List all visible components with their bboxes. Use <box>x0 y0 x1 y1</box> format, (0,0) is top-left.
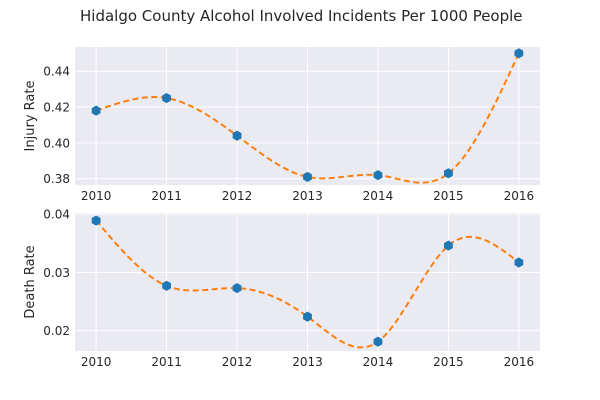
data-point <box>514 48 524 59</box>
death-rate-panel: 2010 2011 2012 2013 2014 2015 2016 0.02 0.03 0.04… <box>23 208 540 369</box>
x-tick-label: 2010 <box>81 355 112 369</box>
injury-rate-panel: 2010 2011 2012 2013 2014 2015 2016 0.38 0.40 0.42… <box>23 47 540 203</box>
y-tick-label: 0.40 <box>43 136 70 150</box>
data-point <box>303 311 312 322</box>
data-point <box>162 93 171 104</box>
x-tick-label: 2013 <box>292 189 323 203</box>
x-tick-label: 2015 <box>433 355 464 369</box>
y-tick-label: 0.02 <box>43 324 70 338</box>
y-tick-label: 0.04 <box>43 208 70 222</box>
data-point <box>232 130 242 141</box>
x-tick-label: 2012 <box>222 355 253 369</box>
data-point <box>514 257 524 268</box>
y-tick-label: 0.42 <box>43 101 70 115</box>
x-tick-label: 2015 <box>433 189 464 203</box>
data-point <box>303 171 312 183</box>
data-point <box>91 215 101 226</box>
x-tick-label: 2011 <box>151 189 182 203</box>
x-tick-label: 2013 <box>292 355 323 369</box>
data-point <box>373 336 383 347</box>
x-tick-label: 2012 <box>222 189 253 203</box>
x-tick-label: 2010 <box>81 189 112 203</box>
x-tick-label: 2014 <box>363 355 394 369</box>
y-axis-label: Death Rate <box>23 245 38 318</box>
data-point <box>373 170 383 181</box>
data-point <box>444 168 453 179</box>
y-axis-label: Injury Rate <box>23 81 38 152</box>
data-point <box>444 240 453 251</box>
data-point <box>162 280 171 291</box>
chart-title: Hidalgo County Alcohol Involved Incident… <box>80 7 523 25</box>
data-point <box>91 105 101 116</box>
data-point <box>232 283 242 294</box>
x-tick-label: 2014 <box>363 189 394 203</box>
y-tick-label: 0.44 <box>43 65 70 79</box>
x-tick-label: 2016 <box>504 189 535 203</box>
x-tick-label: 2016 <box>504 355 535 369</box>
y-tick-label: 0.38 <box>43 172 70 186</box>
y-tick-label: 0.03 <box>43 266 70 280</box>
x-tick-label: 2011 <box>151 355 182 369</box>
